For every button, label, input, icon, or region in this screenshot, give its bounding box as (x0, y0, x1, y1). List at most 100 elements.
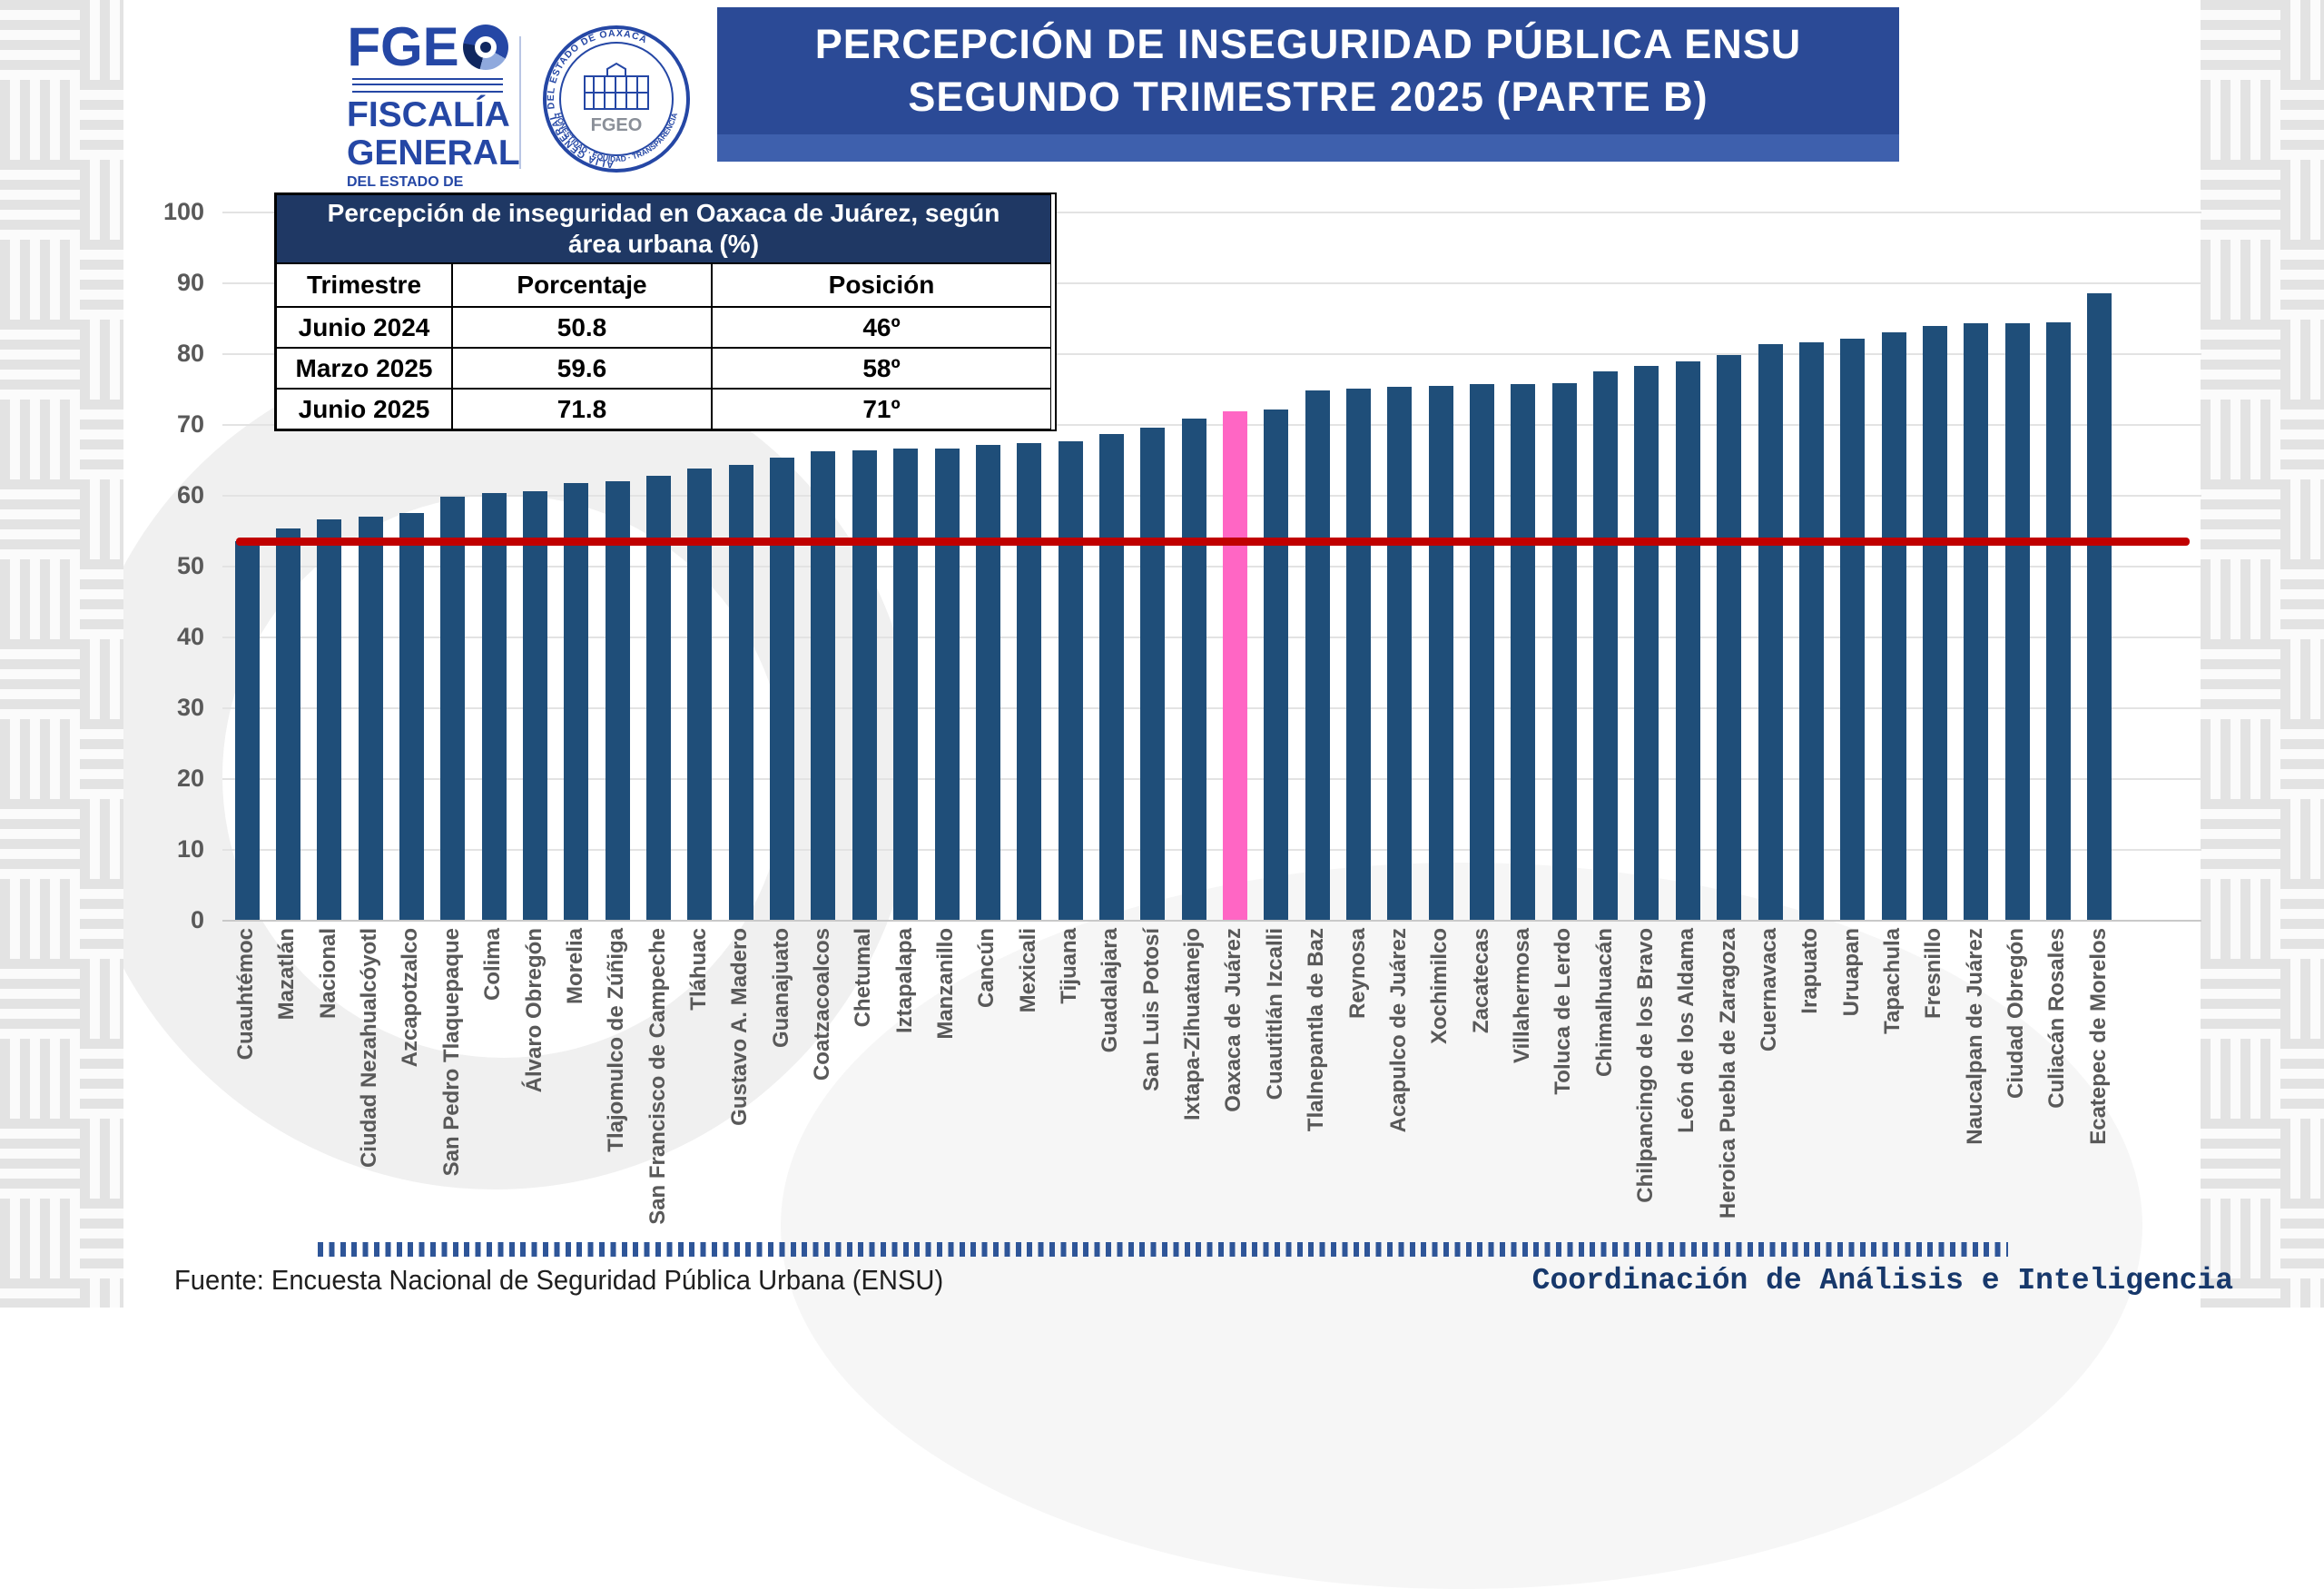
gridline-90 (222, 282, 2201, 284)
gridline-100 (222, 212, 2201, 213)
bar-xochimilco (1428, 385, 1453, 920)
title-banner: PERCEPCIÓN DE INSEGURIDAD PÚBLICA ENSU S… (717, 7, 1899, 134)
x-axis-label-tlahuac: Tláhuac (685, 928, 711, 1011)
y-axis-label-90: 90 (176, 269, 204, 296)
bar-nacional (317, 518, 342, 920)
x-axis-label-xochimilco: Xochimilco (1427, 928, 1452, 1045)
gridline-30 (222, 707, 2201, 709)
pattern-tile (80, 639, 123, 719)
x-axis-label-guanajuato: Guanajuato (768, 928, 793, 1049)
x-axis-label-tapachula: Tapachula (1880, 928, 1905, 1034)
x-axis-label-cuernavaca: Cuernavaca (1757, 928, 1781, 1052)
x-axis-label-mexicali: Mexicali (1015, 928, 1040, 1013)
pattern-tile (0, 879, 80, 959)
x-axis-label-gustavo-a-madero: Gustavo A. Madero (727, 928, 753, 1126)
y-axis-label-100: 100 (162, 198, 204, 225)
x-axis-label-manzanillo: Manzanillo (933, 928, 958, 1040)
pattern-tile (2280, 1119, 2324, 1199)
gridline-20 (222, 778, 2201, 780)
y-axis-label-50: 50 (176, 552, 204, 579)
bar-cuautitlan-izcalli (1264, 409, 1289, 920)
bar-ecatepec-de-morelos (2087, 292, 2112, 920)
x-axis-label-toluca-de-lerdo: Toluca de Lerdo (1551, 928, 1576, 1095)
pattern-tile (2280, 160, 2324, 240)
bar-cuernavaca (1758, 343, 1783, 920)
pattern-tile (0, 240, 80, 320)
x-axis-label-chilpancingo-de-los-bravo: Chilpancingo de los Bravo (1632, 928, 1658, 1203)
bar-guadalajara (1098, 433, 1124, 920)
x-axis-label-naucalpan-de-juarez: Naucalpan de Juárez (1962, 928, 1987, 1145)
pattern-tile (2201, 559, 2280, 639)
pattern-tile (2201, 1199, 2280, 1278)
table-cell: Junio 2024 (276, 307, 452, 348)
bar-villahermosa (1511, 383, 1536, 920)
x-axis-label-irapuato: Irapuato (1797, 928, 1823, 1014)
seal-center-text: FGEO (591, 115, 643, 135)
x-axis-label-azcapotzalco: Azcapotzalco (398, 928, 423, 1068)
pattern-tile (0, 1039, 80, 1119)
logo-divider (519, 36, 521, 169)
bar-reynosa (1346, 389, 1371, 920)
bar-azcapotzalco (399, 512, 424, 920)
x-axis-label-chetumal: Chetumal (851, 928, 876, 1028)
pattern-tile (80, 160, 123, 240)
gridline-80 (222, 353, 2201, 355)
pattern-tile (2280, 1278, 2324, 1308)
x-axis-label-alvaro-obregon: Álvaro Obregón (521, 928, 547, 1093)
column-header-porcentaje: Porcentaje (452, 263, 712, 307)
footer-dash-strip (318, 1242, 2008, 1257)
source-note: Fuente: Encuesta Nacional de Seguridad P… (174, 1264, 944, 1296)
slide: FGE FISCALÍA GENERAL DEL ESTADO DE OAXAC… (0, 0, 2324, 1308)
bar-cancun (975, 445, 1000, 920)
pattern-tile (2201, 80, 2280, 160)
pattern-tile (0, 639, 80, 719)
x-axis-label-san-luis-potosi: San Luis Potosí (1138, 928, 1164, 1092)
pattern-tile (80, 1199, 123, 1278)
bar-ciudad-obregon (2004, 322, 2030, 920)
y-axis-label-0: 0 (190, 906, 204, 933)
fgeo-o-icon (462, 25, 508, 70)
pattern-tile (2201, 1039, 2280, 1119)
pattern-tile (0, 559, 80, 639)
logo-fiscalia: FISCALÍA (347, 95, 510, 134)
y-axis-label-10: 10 (176, 835, 204, 863)
page-title-line2: SEGUNDO TRIMESTRE 2025 (PARTE B) (908, 74, 1709, 120)
pattern-tile (0, 80, 80, 160)
bar-gustavo-a-madero (728, 464, 753, 920)
pattern-tile (2280, 240, 2324, 320)
x-axis-label-ixtapa-zihuatanejo: Ixtapa-Zihuatanejo (1180, 928, 1205, 1121)
x-axis-label-uruapan: Uruapan (1838, 928, 1864, 1017)
gridline-10 (222, 849, 2201, 851)
logo-rule (352, 78, 503, 93)
fgeo-seal-icon: FISCALÍA GENERAL DEL ESTADO DE OAXACA HO… (541, 24, 690, 173)
x-axis-label-acapulco-de-juarez: Acapulco de Juárez (1385, 928, 1411, 1133)
x-axis-label-san-pedro-tlaquepaque: San Pedro Tlaquepaque (438, 928, 464, 1177)
bar-ixtapa-zihuatanejo (1181, 418, 1206, 920)
bar-guanajuato (770, 457, 795, 920)
pattern-tile (0, 160, 80, 240)
x-axis-label-cuauhtemoc: Cuauhtémoc (233, 928, 258, 1061)
pattern-tile (0, 1278, 80, 1308)
bar-zacatecas (1470, 384, 1494, 920)
bar-ciudad-nezahualcoyotl (358, 517, 383, 920)
bar-manzanillo (934, 448, 960, 920)
x-axis-label-cuautitlan-izcalli: Cuautitlán Izcalli (1262, 928, 1287, 1100)
pattern-tile (2201, 959, 2280, 1039)
column-header-posicion: Posición (712, 263, 1051, 307)
bar-colima (481, 493, 507, 920)
table-cell: 71º (712, 389, 1051, 429)
bar-coatzacoalcos (811, 450, 836, 920)
logo-del-estado-de: DEL ESTADO DE (347, 174, 464, 190)
bar-naucalpan-de-juarez (1964, 323, 1989, 920)
pattern-tile (2201, 719, 2280, 799)
bar-culiacan-rosales (2045, 321, 2071, 920)
x-axis-label-ciudad-nezahualcoyotl: Ciudad Nezahualcóyotl (357, 928, 382, 1169)
bar-uruapan (1840, 338, 1866, 920)
pattern-tile (2280, 639, 2324, 719)
table-cell: 58º (712, 348, 1051, 389)
pattern-tile (80, 959, 123, 1039)
pattern-tile (0, 719, 80, 799)
pattern-tile (80, 879, 123, 959)
pattern-tile (80, 1119, 123, 1199)
pattern-tile (2280, 559, 2324, 639)
